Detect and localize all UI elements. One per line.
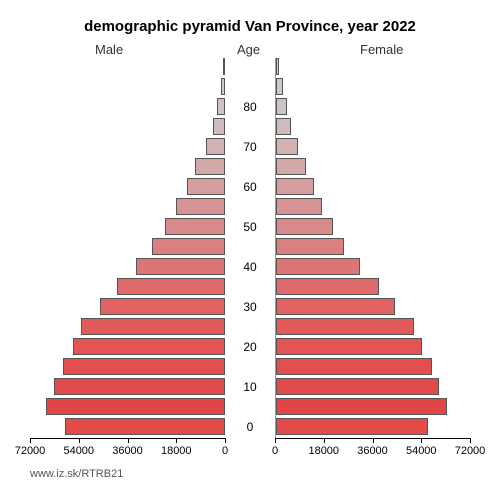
male-bar bbox=[100, 298, 225, 315]
age-tick-label: 80 bbox=[225, 100, 275, 114]
age-tick-label: 70 bbox=[225, 140, 275, 154]
male-bar bbox=[117, 278, 225, 295]
male-bar bbox=[73, 338, 225, 355]
x-axis-female: 018000360005400072000 bbox=[275, 438, 470, 468]
male-bar bbox=[65, 418, 225, 435]
age-axis: 0 10 20 30 40 50 60 70 80 bbox=[225, 58, 275, 438]
female-bar bbox=[276, 118, 291, 135]
male-bar bbox=[195, 158, 225, 175]
female-bar bbox=[276, 318, 414, 335]
x-tick-label: 54000 bbox=[63, 445, 94, 457]
x-tick-label: 0 bbox=[272, 445, 278, 457]
female-label: Female bbox=[360, 42, 403, 57]
female-bar bbox=[276, 418, 428, 435]
male-label: Male bbox=[95, 42, 123, 57]
male-bar bbox=[206, 138, 225, 155]
source-link[interactable]: www.iz.sk/RTRB21 bbox=[30, 468, 123, 480]
age-tick-label: 30 bbox=[225, 300, 275, 314]
female-bar bbox=[276, 238, 344, 255]
female-bar bbox=[276, 138, 298, 155]
male-bar bbox=[81, 318, 225, 335]
male-plot bbox=[30, 58, 226, 438]
x-axis-male: 720005400036000180000 bbox=[30, 438, 225, 468]
female-bar bbox=[276, 298, 395, 315]
female-bar bbox=[276, 178, 314, 195]
age-label: Age bbox=[237, 42, 260, 57]
female-bar bbox=[276, 338, 422, 355]
female-bar bbox=[276, 358, 432, 375]
age-tick-label: 40 bbox=[225, 260, 275, 274]
age-tick-label: 0 bbox=[225, 420, 275, 434]
female-bar bbox=[276, 58, 279, 75]
female-bar bbox=[276, 198, 322, 215]
x-tick-label: 18000 bbox=[161, 445, 192, 457]
male-bar bbox=[187, 178, 225, 195]
female-bar bbox=[276, 258, 360, 275]
male-bar bbox=[165, 218, 225, 235]
male-bar bbox=[63, 358, 226, 375]
female-bar bbox=[276, 398, 447, 415]
x-tick-label: 72000 bbox=[455, 445, 486, 457]
age-tick-label: 60 bbox=[225, 180, 275, 194]
female-plot bbox=[275, 58, 471, 438]
x-tick-label: 18000 bbox=[308, 445, 339, 457]
x-tick-label: 36000 bbox=[112, 445, 143, 457]
chart-title: demographic pyramid Van Province, year 2… bbox=[0, 18, 500, 35]
female-bar bbox=[276, 158, 306, 175]
male-bar bbox=[46, 398, 225, 415]
x-tick-label: 0 bbox=[222, 445, 228, 457]
age-tick-label: 50 bbox=[225, 220, 275, 234]
male-bar bbox=[176, 198, 225, 215]
male-bar bbox=[217, 98, 225, 115]
x-tick-label: 36000 bbox=[357, 445, 388, 457]
female-bar bbox=[276, 98, 287, 115]
age-tick-label: 10 bbox=[225, 380, 275, 394]
female-bar bbox=[276, 278, 379, 295]
x-tick-label: 72000 bbox=[15, 445, 46, 457]
female-bar bbox=[276, 78, 283, 95]
x-tick-label: 54000 bbox=[406, 445, 437, 457]
male-bar bbox=[54, 378, 225, 395]
chart-container: demographic pyramid Van Province, year 2… bbox=[0, 0, 500, 500]
male-bar bbox=[213, 118, 225, 135]
male-bar bbox=[152, 238, 225, 255]
age-tick-label: 20 bbox=[225, 340, 275, 354]
female-bar bbox=[276, 378, 439, 395]
female-bar bbox=[276, 218, 333, 235]
male-bar bbox=[136, 258, 225, 275]
